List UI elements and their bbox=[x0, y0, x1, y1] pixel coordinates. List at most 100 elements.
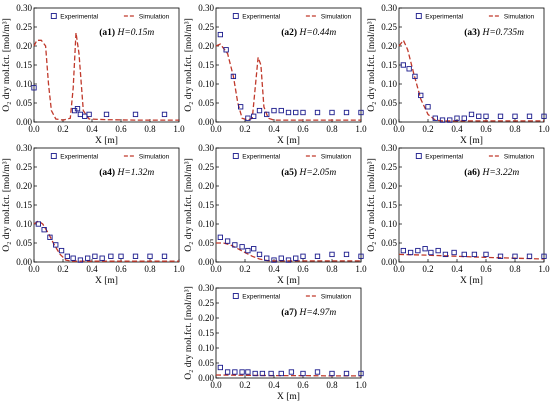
y-tick-label: 0.20 bbox=[381, 181, 397, 191]
legend-simulation-label: Simulation bbox=[321, 14, 352, 21]
experimental-point bbox=[118, 253, 124, 259]
experimental-point bbox=[343, 251, 350, 258]
experimental-point bbox=[271, 257, 277, 263]
panel-title: (a7) H=4.97m bbox=[281, 307, 336, 318]
y-tick-label: 0.00 bbox=[198, 373, 214, 383]
chart-panel-6: 0.00 0.05 0.10 0.15 0.20 0.25 0.30 0.0 0.2 0.4 0.6… bbox=[366, 143, 550, 286]
experimental-point bbox=[497, 253, 504, 259]
x-tick-label: 0.8 bbox=[326, 124, 338, 134]
x-tick-label: 0.2 bbox=[57, 124, 68, 134]
x-tick-label: 0.4 bbox=[451, 124, 463, 134]
experimental-point bbox=[471, 251, 478, 258]
experimental-point bbox=[422, 246, 428, 252]
experimental-point bbox=[285, 109, 292, 116]
legend-simulation-label: Simulation bbox=[321, 294, 352, 301]
x-tick-label: 0.8 bbox=[509, 264, 521, 274]
y-tick-label: 0.10 bbox=[198, 79, 214, 89]
y-axis-label: O₂ dry mol.fct. [mol/m³] bbox=[1, 158, 12, 252]
experimental-point bbox=[245, 247, 251, 254]
y-axis-label: O₂ dry mol.fct. [mol/m³] bbox=[183, 18, 194, 112]
experimental-point bbox=[224, 369, 231, 375]
simulation-series-line bbox=[216, 242, 361, 262]
experimental-point bbox=[251, 113, 257, 119]
experimental-point bbox=[217, 364, 223, 371]
chart-panel-1: 0.00 0.05 0.10 0.15 0.20 0.25 0.30 0.0 0.2 0.4 0.6… bbox=[1, 3, 185, 146]
legend-experimental-label: Experimental bbox=[242, 14, 280, 21]
y-tick-label: 0.05 bbox=[198, 238, 214, 248]
x-tick-label: 0.6 bbox=[480, 124, 492, 134]
experimental-point bbox=[541, 253, 547, 259]
experimental-point bbox=[108, 253, 114, 259]
y-tick-label: 0.30 bbox=[381, 3, 397, 13]
y-tick-label: 0.05 bbox=[16, 238, 32, 248]
experimental-point bbox=[132, 111, 139, 118]
y-tick-label: 0.10 bbox=[381, 219, 397, 229]
experimental-point bbox=[314, 369, 321, 375]
experimental-point bbox=[99, 255, 105, 261]
experimental-point bbox=[483, 113, 489, 119]
experimental-point bbox=[418, 92, 424, 99]
experimental-point bbox=[406, 66, 412, 72]
experimental-point bbox=[412, 73, 418, 80]
plot-frame bbox=[33, 147, 180, 263]
simulation-series-line bbox=[215, 374, 361, 377]
experimental-point bbox=[293, 109, 299, 116]
panel-height: H=1.32m bbox=[116, 168, 154, 178]
experimental-point bbox=[461, 251, 467, 258]
experimental-point bbox=[268, 370, 274, 377]
x-tick-label: 0.4 bbox=[268, 380, 280, 390]
y-tick-label: 0.15 bbox=[16, 200, 32, 210]
y-tick-label: 0.10 bbox=[16, 79, 32, 89]
x-tick-label: 0.4 bbox=[268, 124, 280, 134]
legend-experimental-marker bbox=[232, 153, 239, 159]
x-tick-label: 0.2 bbox=[239, 264, 250, 274]
experimental-point bbox=[239, 369, 245, 375]
x-tick-label: 0.6 bbox=[115, 124, 127, 134]
experimental-point bbox=[407, 249, 414, 256]
panel-title: (a3) H=0.735m bbox=[464, 27, 524, 38]
x-tick-label: 0.8 bbox=[509, 124, 521, 134]
y-axis-label: O₂ dry mol.fct. [mol/m³] bbox=[366, 18, 377, 112]
panel-label: (a1) bbox=[99, 27, 117, 38]
panel-height: H=2.05m bbox=[298, 168, 336, 178]
x-tick-label: 0.2 bbox=[422, 264, 433, 274]
y-tick-label: 0.05 bbox=[16, 98, 32, 108]
experimental-point bbox=[77, 257, 84, 263]
x-tick-label: 1.0 bbox=[538, 264, 550, 274]
experimental-point bbox=[358, 253, 364, 259]
panel-label: (a4) bbox=[99, 167, 117, 178]
experimental-point bbox=[300, 370, 306, 377]
experimental-point bbox=[432, 115, 438, 121]
y-axis-label: O₂ dry mol.fct. [mol/m³] bbox=[366, 158, 377, 252]
y-tick-label: 0.30 bbox=[198, 143, 214, 153]
experimental-point bbox=[223, 47, 229, 53]
x-axis-label: X [m] bbox=[95, 276, 118, 286]
y-tick-label: 0.30 bbox=[16, 143, 32, 153]
y-tick-label: 0.25 bbox=[16, 22, 32, 32]
y-tick-label: 0.00 bbox=[198, 117, 214, 127]
legend-experimental-marker bbox=[232, 293, 239, 299]
x-tick-label: 0.0 bbox=[28, 264, 40, 274]
x-tick-label: 0.2 bbox=[422, 124, 433, 134]
experimental-point bbox=[259, 370, 266, 377]
experimental-point bbox=[217, 31, 223, 38]
experimental-point bbox=[358, 370, 364, 377]
chart-panel-2: 0.00 0.05 0.10 0.15 0.20 0.25 0.30 0.0 0.2 0.4 0.6… bbox=[183, 3, 367, 146]
y-tick-label: 0.25 bbox=[381, 162, 397, 172]
experimental-point bbox=[217, 234, 223, 240]
legend-experimental-marker bbox=[415, 13, 422, 19]
y-tick-label: 0.30 bbox=[198, 283, 214, 293]
x-tick-label: 0.0 bbox=[210, 380, 222, 390]
y-tick-label: 0.10 bbox=[16, 219, 32, 229]
experimental-point bbox=[314, 253, 321, 259]
y-tick-label: 0.30 bbox=[16, 3, 32, 13]
experimental-point bbox=[329, 109, 335, 116]
legend-simulation-label: Simulation bbox=[504, 14, 535, 21]
experimental-point bbox=[271, 107, 277, 114]
experimental-point bbox=[425, 104, 431, 110]
experimental-point bbox=[230, 73, 237, 80]
experimental-point bbox=[300, 253, 306, 259]
panel-height: H=0.44m bbox=[298, 28, 336, 38]
simulation-series-line bbox=[33, 220, 179, 262]
